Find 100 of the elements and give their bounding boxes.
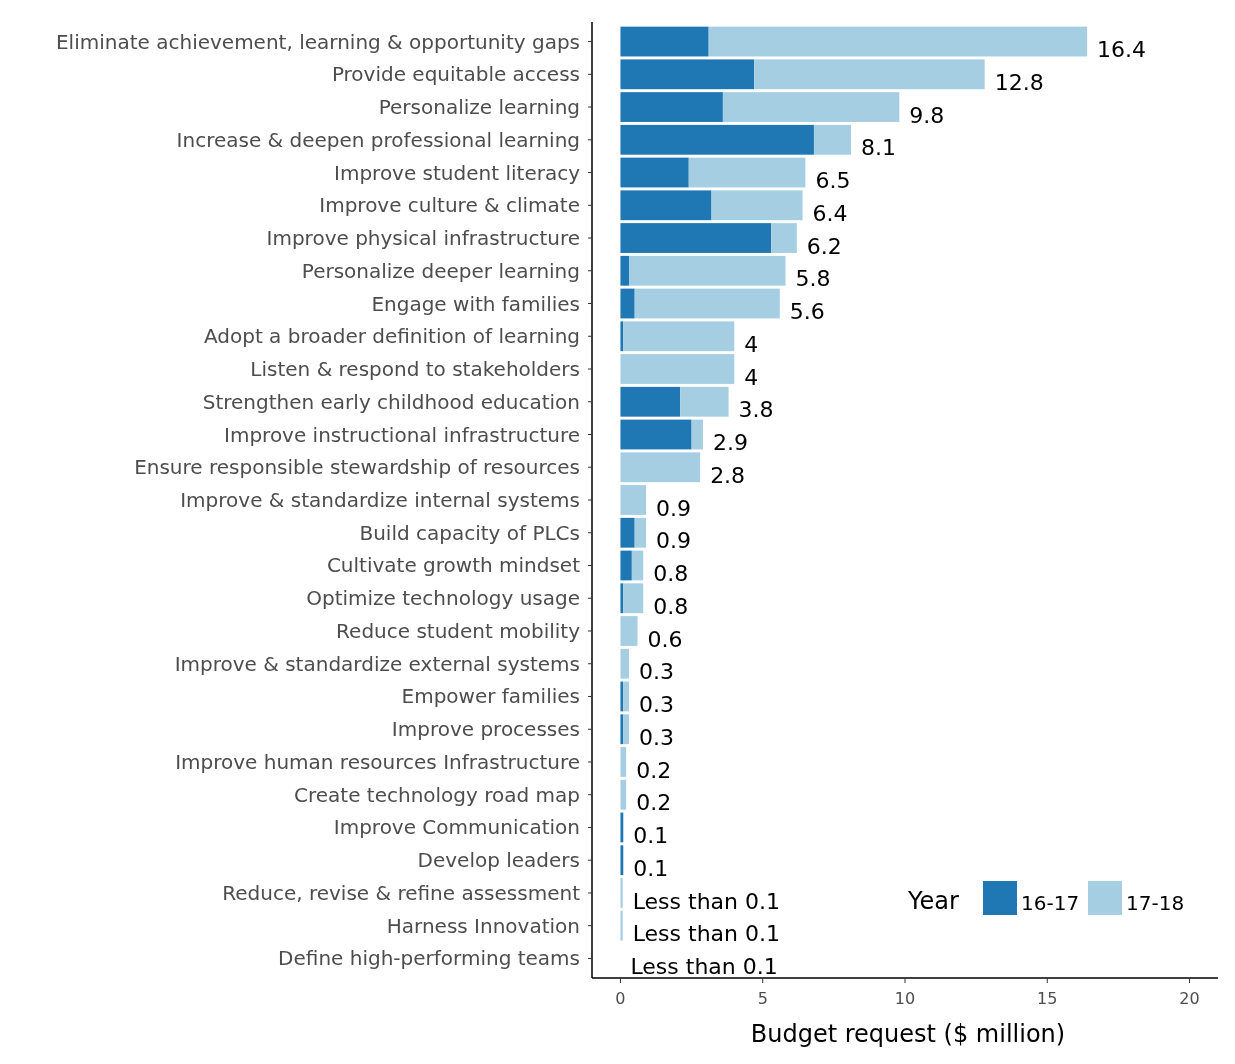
y-tick-label: Create technology road map: [294, 782, 580, 807]
bar: [623, 583, 644, 614]
bar: [620, 124, 814, 155]
y-tick-label: Improve & standardize external systems: [174, 651, 580, 676]
y-tick-label: Improve culture & climate: [319, 193, 580, 218]
total-label: 0.9: [656, 528, 692, 554]
bar: [620, 779, 627, 810]
y-tick-label: Build capacity of PLCs: [359, 520, 580, 545]
bar: [628, 255, 786, 286]
bar: [620, 255, 629, 286]
x-tick-label: 5: [757, 989, 768, 1008]
total-label: 0.8: [653, 561, 689, 587]
bar: [634, 288, 780, 319]
y-tick-label: Harness Innovation: [386, 913, 580, 938]
total-label: Less than 0.1: [632, 921, 781, 947]
bar: [620, 583, 624, 614]
total-label: 12.8: [994, 70, 1044, 95]
y-tick-label: Empower families: [401, 684, 580, 709]
bar: [620, 648, 629, 679]
bar: [620, 354, 735, 384]
bar: [620, 288, 635, 319]
total-label: 16.4: [1097, 37, 1147, 63]
total-label: 0.2: [636, 790, 672, 816]
bar: [620, 26, 709, 57]
total-label: 4: [744, 331, 759, 357]
bar: [813, 124, 851, 155]
legend-label: 17-18: [1126, 891, 1185, 915]
total-label: Less than 0.1: [632, 888, 781, 914]
x-tick-label: 15: [1037, 989, 1058, 1008]
total-label: 0.1: [633, 855, 669, 881]
y-tick-label: Personalize learning: [378, 95, 580, 120]
bar: [620, 452, 701, 483]
y-tick-label: Increase & deepen professional learning: [176, 127, 580, 152]
y-tick-label: Reduce student mobility: [336, 618, 581, 643]
y-tick-label: Listen & respond to stakeholders: [250, 357, 580, 382]
bar: [620, 878, 623, 908]
total-label: 2.9: [712, 430, 748, 456]
total-label: 6.2: [806, 233, 842, 259]
y-tick-label: Improve physical infrastructure: [266, 226, 580, 251]
bar: [708, 26, 1088, 57]
bar: [623, 714, 629, 745]
total-label: 0.6: [647, 626, 683, 652]
bar: [620, 845, 624, 876]
legend-label: 16-17: [1021, 891, 1080, 915]
total-label: 8.1: [860, 135, 896, 161]
y-tick-label: Optimize technology usage: [306, 586, 580, 611]
x-axis-title: Budget request ($ million): [750, 1020, 1066, 1048]
bar: [680, 386, 729, 417]
x-tick-label: 20: [1179, 989, 1200, 1008]
y-tick-label: Improve student literacy: [334, 160, 581, 185]
total-label: 9.8: [909, 102, 945, 128]
bar: [620, 321, 624, 352]
y-tick-label: Improve Communication: [333, 815, 580, 840]
y-tick-label: Adopt a broader definition of learning: [203, 324, 580, 349]
bar: [620, 386, 681, 417]
bar: [620, 92, 723, 122]
total-label: 2.8: [710, 462, 746, 488]
total-label: 6.5: [815, 168, 851, 194]
y-tick-label: Define high-performing teams: [278, 946, 580, 971]
bar: [620, 747, 627, 777]
bar: [688, 157, 806, 188]
y-tick-label: Eliminate achievement, learning & opportunity gaps: [55, 29, 580, 54]
y-tick-label: Improve processes: [391, 717, 580, 742]
bar: [620, 223, 772, 253]
y-tick-label: Improve human resources Infrastructure: [175, 749, 580, 774]
legend-title: Year: [907, 887, 959, 916]
bar: [620, 517, 635, 548]
total-label: 0.3: [638, 724, 674, 750]
bar: [771, 223, 797, 253]
total-label: 6.4: [812, 200, 848, 226]
total-label: 0.1: [633, 823, 669, 849]
total-label: 0.3: [638, 659, 674, 685]
x-tick-label: 10: [894, 989, 916, 1008]
total-label: 0.3: [638, 692, 674, 718]
bar: [691, 419, 703, 450]
y-tick-label: Improve & standardize internal systems: [180, 488, 580, 512]
y-tick-label: Personalize deeper learning: [301, 258, 580, 283]
y-tick-label: Cultivate growth mindset: [326, 553, 581, 578]
bar: [620, 550, 632, 581]
y-tick-label: Provide equitable access: [331, 62, 580, 87]
bar: [631, 550, 644, 581]
total-label: 0.8: [653, 593, 689, 619]
total-label: 0.2: [636, 757, 672, 783]
bar: [620, 714, 624, 745]
y-tick-label: Strengthen early childhood education: [202, 389, 580, 414]
total-label: 3.8: [738, 397, 774, 423]
total-label: 5.6: [789, 299, 825, 325]
bar: [620, 485, 647, 515]
total-label: 0.9: [656, 495, 692, 521]
y-tick-label: Ensure responsible stewardship of resources: [134, 455, 580, 480]
bar: [620, 681, 624, 712]
bar: [754, 59, 985, 90]
total-label: 5.8: [795, 266, 831, 292]
bar: [620, 190, 712, 221]
total-label: Less than 0.1: [630, 954, 778, 980]
y-tick-label: Develop leaders: [417, 848, 580, 873]
bar: [620, 616, 638, 646]
total-label: 4: [744, 364, 759, 390]
bar: [620, 419, 692, 450]
bar: [623, 321, 735, 352]
